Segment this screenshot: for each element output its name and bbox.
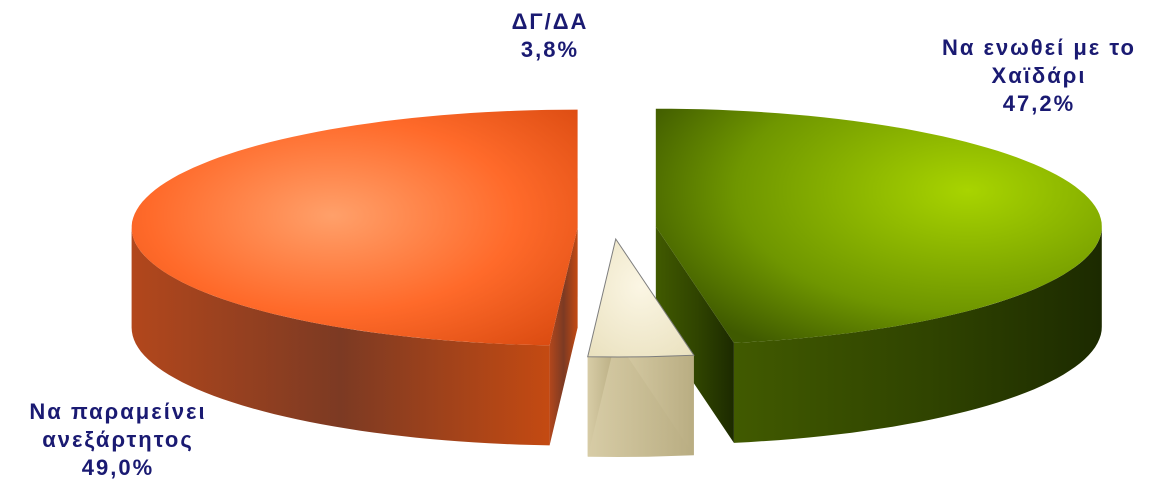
slice-top-2 [131,109,578,346]
slice-wall-0-1 [655,226,734,443]
slice-wall-2-0 [549,227,578,446]
slice-top-0 [655,108,1102,343]
slice-top-1 [587,237,695,358]
slice-side-2 [131,227,550,446]
slice-label-2: Να παραμείνει ανεξάρτητος 49,0% [0,398,236,482]
slice-label-0: Να ενωθεί με το Χαϊδάρι 47,2% [904,34,1172,118]
slice-label-2-line-1: ανεξάρτητος [42,427,194,452]
slice-value-1: 3,8% [520,37,580,62]
slice-label-1-line-0: ΔΓ/ΔΑ [511,9,589,34]
slice-value-2: 49,0% [81,455,155,480]
slice-value-0: 47,2% [1002,91,1076,116]
slice-label-2-line-0: Να παραμείνει [29,399,207,424]
slice-label-0-line-1: Χαϊδάρι [991,63,1087,88]
slice-side-0 [733,226,1102,443]
slice-label-1: ΔΓ/ΔΑ 3,8% [470,8,630,64]
slice-label-0-line-0: Να ενωθεί με το [941,35,1136,60]
